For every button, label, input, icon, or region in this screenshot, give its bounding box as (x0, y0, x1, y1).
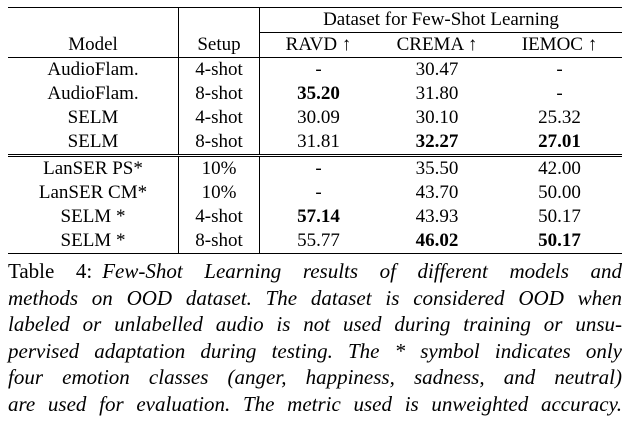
table-cell: 8-shot (178, 229, 260, 254)
group-header: Dataset for Few-Shot Learning (259, 7, 622, 33)
group-header-row: Dataset for Few-Shot Learning (8, 7, 622, 33)
caption-line: four emotion classes (anger, happiness, … (8, 364, 622, 391)
table-cell: 43.93 (415, 206, 459, 227)
table-row: LanSER PS* 10% - 35.50 42.00 (8, 155, 622, 181)
caption-text: methods on OOD dataset. The dataset is c… (8, 285, 622, 310)
table-cell: 57.14 (297, 206, 340, 227)
table-cell: 43.70 (415, 182, 459, 203)
table-cell: 55.77 (297, 230, 340, 251)
caption-line: Table 4: Few-Shot Learning results of dif… (8, 258, 622, 285)
table-cell: 8-shot (178, 130, 260, 157)
header-row: Model Setup RAVD ↑ CREMA ↑ IEMOC ↑ (8, 32, 622, 58)
table-row: SELM 4-shot 30.09 30.10 25.32 (8, 106, 622, 130)
table-body: Dataset for Few-Shot Learning Model Setup… (8, 7, 622, 254)
table-cell: LanSER PS* (8, 155, 179, 181)
table-cell: 42.00 (538, 158, 581, 179)
table-row: SELM * 4-shot 57.14 43.93 50.17 (8, 205, 622, 229)
column-header: Setup (178, 32, 260, 58)
table-cell: 30.10 (415, 107, 459, 128)
table-cell: 31.80 (415, 83, 459, 104)
column-header: CREMA ↑ (377, 32, 497, 58)
column-header: Model (8, 32, 179, 58)
table-cell: 27.01 (497, 130, 622, 157)
table-cell: 35.50 (415, 158, 459, 179)
table-row: AudioFlam. 4-shot - 30.47 - (8, 57, 622, 82)
table-cell: 8-shot (178, 82, 260, 106)
table-cell: 4-shot (178, 205, 260, 229)
table-row: SELM * 8-shot 55.77 46.02 50.17 (8, 229, 622, 254)
caption-line: methods on OOD dataset. The dataset is c… (8, 285, 622, 312)
caption-line: pervised adaptation during testing. The … (8, 338, 622, 365)
table-cell: 46.02 (415, 230, 459, 251)
table-cell: 31.81 (259, 130, 377, 157)
table-cell: SELM * (8, 205, 179, 229)
table-cell: 50.17 (538, 206, 581, 227)
table-cell: 10% (178, 181, 260, 205)
table-cell: 50.17 (538, 230, 581, 251)
table-cell: - (315, 59, 322, 80)
table-cell: 10% (178, 155, 260, 181)
table-cell: SELM * (8, 229, 179, 254)
caption: Table 4: Few-Shot Learning results of dif… (8, 258, 622, 417)
table-row: SELM 8-shot 31.81 32.27 27.01 (8, 130, 622, 157)
results-table: Dataset for Few-Shot Learning Model Setup… (8, 7, 622, 254)
table-cell: - (556, 59, 563, 80)
table-cell: - (315, 182, 322, 203)
table-cell: SELM (8, 106, 179, 130)
table-cell: 35.20 (297, 83, 340, 104)
caption-line: labeled or unlabelled audio is not used … (8, 311, 622, 338)
table-cell: - (315, 158, 322, 179)
caption-text: pervised adaptation during testing. The … (8, 338, 622, 363)
column-header: RAVD ↑ (259, 32, 377, 58)
table-cell: 4-shot (178, 106, 260, 130)
caption-text: four emotion classes (anger, happiness, … (8, 365, 622, 389)
table-row: AudioFlam. 8-shot 35.20 31.80 - (8, 82, 622, 106)
table-cell: 25.32 (538, 107, 581, 128)
table-cell: 32.27 (377, 130, 497, 157)
caption-text: are used for evaluation. The metric used… (8, 391, 622, 416)
empty-cell (178, 7, 260, 33)
table-cell: AudioFlam. (8, 57, 179, 82)
table-row: LanSER CM* 10% - 43.70 50.00 (8, 181, 622, 205)
caption-text: Few-Shot Learning results of different m… (102, 259, 623, 283)
caption-text: labeled or unlabelled audio is not used … (8, 312, 622, 336)
caption-line: are used for evaluation. The metric used… (8, 391, 622, 418)
table-cell: 30.09 (297, 107, 340, 128)
empty-cell (8, 7, 179, 33)
table-cell: - (556, 83, 563, 104)
table-cell: SELM (8, 130, 179, 157)
table-cell: LanSER CM* (8, 181, 179, 205)
table-cell: 50.00 (538, 182, 581, 203)
caption-label: Table 4: (8, 259, 93, 283)
column-header: IEMOC ↑ (497, 32, 622, 58)
table-cell: 30.47 (415, 59, 459, 80)
table-cell: AudioFlam. (8, 82, 179, 106)
table-cell: 4-shot (178, 57, 260, 82)
